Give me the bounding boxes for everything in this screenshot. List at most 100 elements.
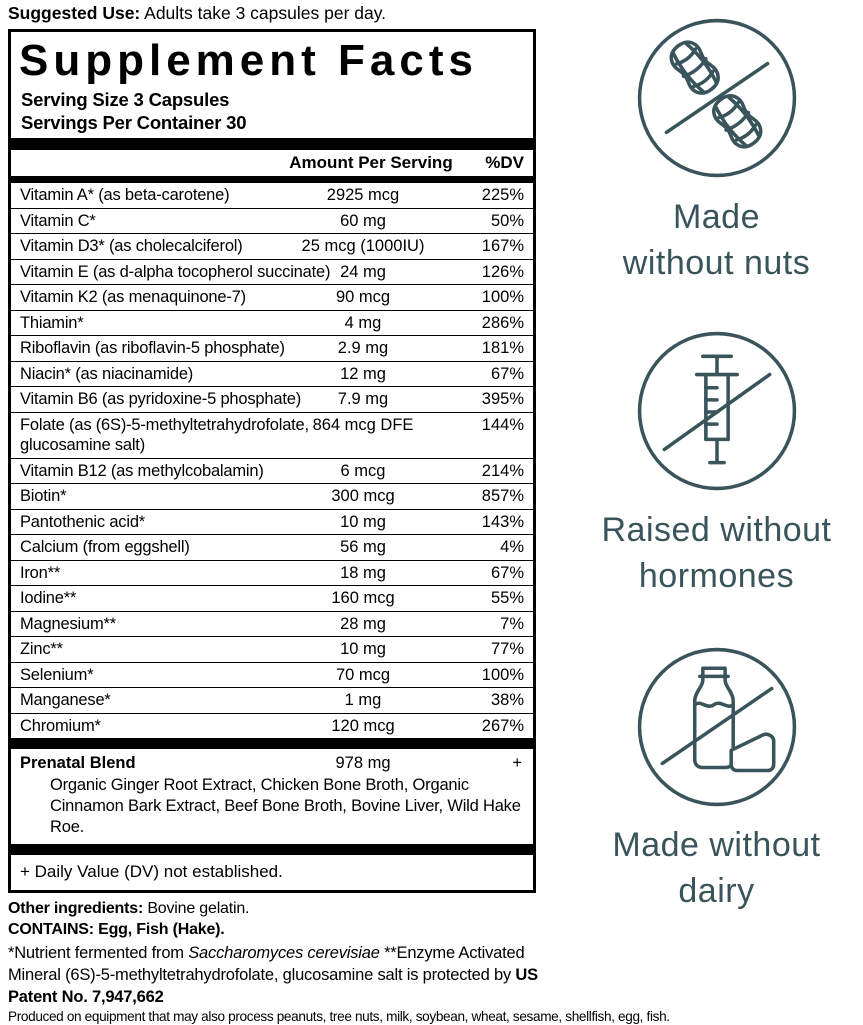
nutrient-name-line2: glucosamine salt) — [20, 436, 145, 454]
nutrient-dv: 50% — [490, 211, 524, 230]
dv-footnote: + Daily Value (DV) not established. — [20, 862, 283, 881]
nutrient-dv: 857% — [481, 487, 524, 505]
divider-section-bottom — [11, 844, 533, 855]
badge-line: hormones — [638, 557, 795, 595]
nutrient-name: Vitamin D3* (as cholecalciferol) — [20, 237, 243, 255]
nutrient-name: Vitamin C* — [20, 211, 96, 230]
table-row: Vitamin A* (as beta-carotene) 2925 mcg 225… — [11, 183, 533, 208]
table-row: Iron** 18 mg 67% — [11, 559, 533, 586]
serving-info: Serving Size 3 Capsules Servings Per Con… — [11, 86, 533, 138]
table-row: Vitamin E (as d-alpha tocopherol succina… — [11, 258, 533, 285]
nutrient-amount: 160 mcg — [331, 589, 395, 607]
blend-amount: 978 mg — [335, 754, 391, 772]
other-ingredients-label: Other ingredients: — [8, 900, 144, 917]
nutrient-name: Zinc** — [20, 640, 63, 658]
blend-description: Organic Ginger Root Extract, Chicken Bon… — [50, 776, 521, 836]
nutrient-dv: 167% — [481, 237, 524, 255]
nutrient-dv: 7% — [500, 614, 524, 633]
nutrient-amount: 864 mcg DFE — [312, 415, 414, 434]
table-row: Vitamin B6 (as pyridoxine-5 phosphate) 7.… — [11, 386, 533, 412]
table-row: Vitamin D3* (as cholecalciferol) 25 mcg (… — [11, 233, 533, 259]
nutrient-amount: 56 mg — [340, 538, 386, 556]
nutrient-dv: 55% — [490, 589, 524, 607]
nutrient-amount: 70 mcg — [335, 665, 391, 684]
nutrient-amount: 12 mg — [340, 364, 386, 383]
nutrient-amount: 18 mg — [340, 563, 386, 582]
nutrient-amount: 60 mg — [340, 211, 386, 230]
nutrient-amount: 24 mg — [340, 262, 386, 281]
dv-header: %DV — [485, 153, 524, 172]
nutrient-name: Riboflavin (as riboflavin-5 phosphate) — [20, 339, 285, 357]
table-row: Iodine** 160 mcg 55% — [11, 585, 533, 611]
table-row: Riboflavin (as riboflavin-5 phosphate) 2.… — [11, 335, 533, 361]
nutrient-amount: 7.9 mg — [337, 390, 389, 408]
label-footer: Other ingredients: Bovine gelatin. CONTA… — [8, 898, 670, 1025]
nutrient-amount: 2925 mcg — [326, 186, 400, 204]
table-row: Zinc** 10 mg 77% — [11, 636, 533, 662]
nutrient-name: Vitamin B12 (as methylcobalamin) — [20, 461, 264, 480]
nutrient-dv: 100% — [481, 665, 524, 684]
other-ingredients-value: Bovine gelatin. — [143, 900, 250, 917]
table-row: Folate (as (6S)-5-methyltetrahydrofolate… — [11, 411, 533, 458]
nutrient-dv: 67% — [490, 563, 524, 582]
table-row: Vitamin B12 (as methylcobalamin) 6 mcg 214… — [11, 457, 533, 484]
table-row: Biotin* 300 mcg 857% — [11, 483, 533, 509]
nutrient-amount: 1 mg — [344, 691, 382, 709]
table-row: Calcium (from eggshell) 56 mg 4% — [11, 534, 533, 560]
badge-line: without nuts — [622, 244, 811, 282]
nutrient-dv: 214% — [481, 461, 524, 480]
table-row: Chromium* 120 mcg 267% — [11, 712, 533, 739]
table-row: Vitamin K2 (as menaquinone-7) 90 mcg 100% — [11, 284, 533, 310]
nutrient-dv: 4% — [500, 538, 524, 556]
suggested-use: Suggested Use: Adults take 3 capsules pe… — [8, 2, 538, 24]
nutrient-dv: 38% — [490, 691, 524, 709]
nutrient-dv: 77% — [490, 640, 524, 658]
table-row: Magnesium** 28 mg 7% — [11, 610, 533, 637]
nutrient-dv: 144% — [481, 415, 524, 434]
badge-line: Made without — [612, 826, 821, 864]
prenatal-blend-row: Prenatal Blend 978 mg + Organic Ginger R… — [11, 749, 533, 844]
table-row: Manganese* 1 mg 38% — [11, 687, 533, 713]
other-ingredients: Other ingredients: Bovine gelatin. — [8, 898, 548, 919]
nutrient-name: Biotin* — [20, 487, 67, 505]
nutrient-name: Magnesium** — [20, 614, 116, 633]
nutrient-amount: 28 mg — [340, 614, 386, 633]
nutrient-dv: 286% — [481, 313, 524, 332]
nutrient-name: Calcium (from eggshell) — [20, 538, 190, 556]
nutrient-dv: 225% — [481, 186, 524, 204]
nutrient-name: Vitamin B6 (as pyridoxine-5 phosphate) — [20, 390, 302, 408]
no-nuts-icon — [637, 18, 796, 178]
nutrient-dv: 267% — [481, 716, 524, 735]
badge-label-dairy: Made without dairy — [612, 822, 820, 914]
blend-dv: + — [512, 754, 522, 772]
nutrient-dv: 395% — [481, 390, 524, 408]
nutrients-table: Vitamin A* (as beta-carotene) 2925 mcg 225… — [11, 183, 533, 738]
servings-per-container: Servings Per Container 30 — [21, 112, 247, 133]
footnote-species: Saccharomyces cerevisiae — [188, 944, 380, 962]
table-row: Thiamin* 4 mg 286% — [11, 309, 533, 336]
table-row: Pantothenic acid* 10 mg 143% — [11, 508, 533, 535]
table-header: Amount Per Serving %DV — [11, 150, 533, 176]
nutrient-name: Niacin* (as niacinamide) — [20, 364, 194, 383]
nutrient-name: Manganese* — [20, 691, 111, 709]
nutrient-amount: 2.9 mg — [337, 339, 389, 357]
nutrient-amount: 10 mg — [340, 512, 386, 531]
badge-label-nuts: Made without nuts — [623, 194, 810, 286]
serving-size: Serving Size 3 Capsules — [21, 89, 230, 110]
badge-label-hormones: Raised without hormones — [601, 507, 831, 599]
divider-medium — [11, 176, 533, 183]
table-row: Vitamin C* 60 mg 50% — [11, 207, 533, 234]
allergen-note: Produced on equipment that may also proc… — [8, 1009, 670, 1024]
nutrient-name: Folate (as (6S)-5-methyltetrahydrofolate… — [20, 415, 309, 434]
nutrient-name: Vitamin E (as d-alpha tocopherol succina… — [20, 262, 331, 281]
footnote-part1: *Nutrient fermented from — [8, 944, 189, 962]
blend-name: Prenatal Blend — [20, 754, 136, 772]
badge-line: Made — [672, 198, 761, 236]
supplement-facts-box: Supplement Facts Serving Size 3 Capsules… — [8, 29, 536, 893]
divider-thick — [11, 138, 533, 150]
suggested-use-label: Suggested Use: — [8, 3, 141, 23]
nutrient-amount: 4 mg — [344, 313, 382, 332]
nutrient-name: Pantothenic acid* — [20, 512, 146, 531]
suggested-use-text: Adults take 3 capsules per day. — [140, 3, 387, 23]
nutrient-amount: 10 mg — [340, 640, 386, 658]
